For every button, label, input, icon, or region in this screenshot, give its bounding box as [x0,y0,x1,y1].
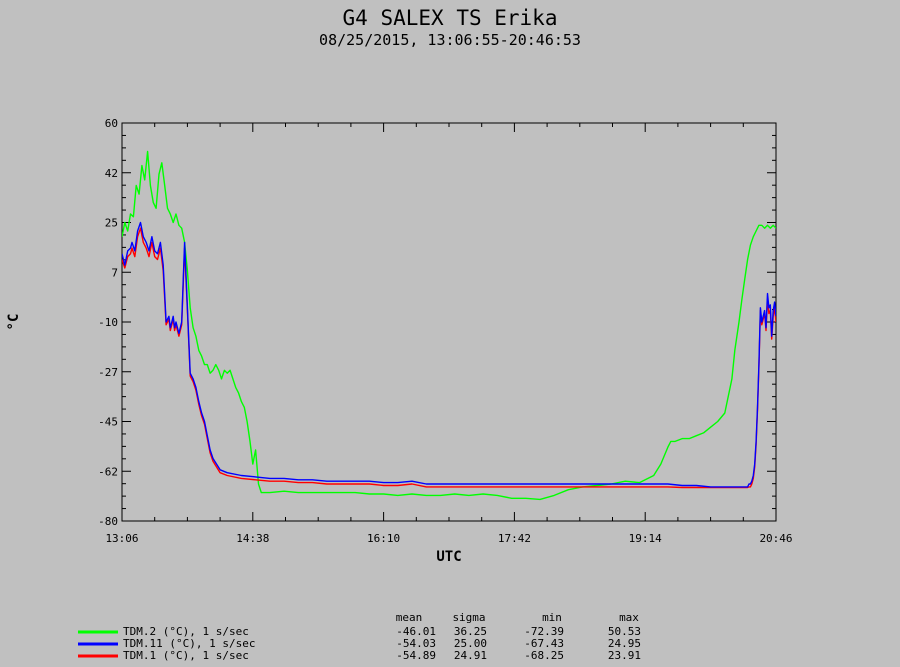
y-axis-title: °C [6,314,22,331]
x-tick-label: 13:06 [105,532,138,545]
stat-value: 36.25 [454,625,487,638]
legend-label: TDM.11 (°C), 1 s/sec [123,637,255,650]
stat-value: 24.91 [454,649,487,662]
series-lines [122,150,776,501]
chart-subtitle: 08/25/2015, 13:06:55-20:46:53 [319,31,581,49]
y-tick-label: -80 [98,515,118,528]
y-tick-label: -62 [98,465,118,478]
stat-value: -54.89 [396,649,436,662]
x-tick-label: 14:38 [236,532,269,545]
stat-value: 23.91 [608,649,641,662]
x-tick-label: 19:14 [629,532,662,545]
x-tick-label: 17:42 [498,532,531,545]
x-tick-label: 16:10 [367,532,400,545]
y-tick-label: -27 [98,366,118,379]
stat-value: -54.03 [396,637,436,650]
series-line-3 [122,227,776,489]
y-tick-label: 60 [105,117,118,130]
legend-label: TDM.1 (°C), 1 s/sec [123,649,249,662]
stat-value: -67.43 [524,637,564,650]
legend-label: TDM.2 (°C), 1 s/sec [123,625,249,638]
x-axis: 13:06 14:38 16:10 17:42 19:14 20:46 [105,123,793,545]
stats-header-label: sigma [452,611,485,624]
series-line-1 [122,150,776,501]
y-tick-label: 42 [105,167,118,180]
series-line-2 [122,221,776,488]
stats-header-label: mean [396,611,423,624]
y-tick-label: -45 [98,416,118,429]
y-tick-label: 25 [105,217,118,230]
plot-frame [121,122,777,522]
y-axis: 60 42 25 7 -10 -27 -45 -62 -80 [98,117,776,528]
stat-value: 50.53 [608,625,641,638]
legend: TDM.2 (°C), 1 s/sec -46.01 36.25 -72.39 50.5… [78,625,641,662]
y-tick-label: 7 [111,266,118,279]
x-tick-label: 20:46 [759,532,792,545]
stats-header: mean sigma min max [396,611,640,624]
stat-value: -72.39 [524,625,564,638]
stat-value: -46.01 [396,625,436,638]
stat-value: 25.00 [454,637,487,650]
stat-value: 24.95 [608,637,641,650]
x-axis-title: UTC [436,549,461,565]
stats-header-label: max [619,611,639,624]
stat-value: -68.25 [524,649,564,662]
chart-title: G4 SALEX TS Erika [343,6,558,30]
stats-header-label: min [542,611,562,624]
y-tick-label: -10 [98,316,118,329]
